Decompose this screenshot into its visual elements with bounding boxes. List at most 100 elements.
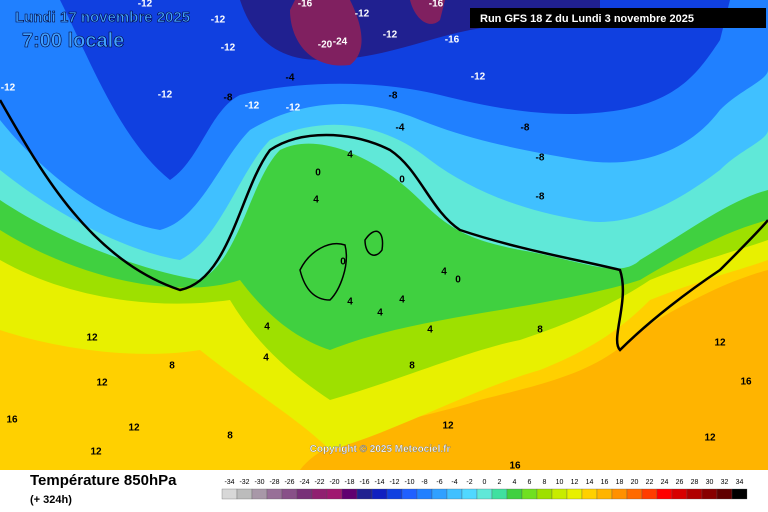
isotherm-label: -24 [333, 37, 348, 48]
isotherm-label: 4 [377, 308, 383, 319]
isotherm-label: 8 [537, 325, 543, 336]
legend-tick-label: -6 [436, 479, 442, 486]
legend-tick-label: 6 [528, 479, 532, 486]
isotherm-label: 12 [714, 338, 726, 349]
legend-tick-label: 16 [601, 479, 609, 486]
date: Lundi 17 novembre 2025 [15, 9, 190, 26]
isotherm-label: -8 [521, 123, 530, 134]
legend-tick-label: 22 [646, 479, 654, 486]
legend-swatch [656, 488, 673, 500]
legend-swatch [551, 488, 568, 500]
legend-tick-label: 0 [483, 479, 487, 486]
copyright: Copyright © 2025 Meteociel.fr [310, 444, 451, 455]
legend-swatch [386, 488, 403, 500]
legend-tick-label: 32 [721, 479, 729, 486]
isotherm-label: 4 [427, 325, 433, 336]
isotherm-label: -8 [224, 93, 233, 104]
isotherm-label: 8 [169, 361, 175, 372]
isotherm-label: 4 [263, 353, 269, 364]
temp-field-neg20 [290, 0, 445, 66]
isotherm-label: 0 [340, 257, 346, 268]
isotherm-label: -12 [221, 43, 236, 54]
legend-swatch [701, 488, 718, 500]
legend-tick-label: -28 [269, 479, 279, 486]
legend-tick-label: 14 [586, 479, 594, 486]
isotherm-label: -12 [1, 83, 16, 94]
isotherm-label: 12 [86, 333, 98, 344]
legend-tick-label: 2 [498, 479, 502, 486]
isotherm-label: 12 [96, 378, 108, 389]
legend-swatch [581, 488, 598, 500]
legend-swatch [716, 488, 733, 500]
isotherm-label: -12 [471, 72, 486, 83]
legend-tick-label: -32 [239, 479, 249, 486]
isotherm-label: -4 [286, 73, 295, 84]
isotherm-label: -12 [286, 103, 301, 114]
legend-tick-label: -26 [284, 479, 294, 486]
isotherm-label: -8 [536, 153, 545, 164]
legend-swatch [236, 488, 253, 500]
legend-swatch [431, 488, 448, 500]
legend-swatch [326, 488, 343, 500]
legend-swatch [416, 488, 433, 500]
legend-swatch [311, 488, 328, 500]
legend-tick-label: 10 [556, 479, 564, 486]
zero-isotherm [0, 99, 768, 352]
legend-tick-label: 30 [706, 479, 714, 486]
legend-swatch [221, 488, 238, 500]
legend-swatch [521, 488, 538, 500]
run-box [470, 8, 766, 28]
legend-swatch [596, 488, 613, 500]
lead-time: (+ 324h) [30, 494, 72, 506]
isotherm-label: 8 [409, 361, 415, 372]
isotherm-label: -12 [383, 30, 398, 41]
legend-swatch [341, 488, 358, 500]
coastline [299, 230, 384, 301]
legend-tick-label: 18 [616, 479, 624, 486]
isotherm-label: 12 [704, 433, 716, 444]
isotherm-label: 4 [399, 295, 405, 306]
legend-tick-label: 24 [661, 479, 669, 486]
isotherm-labels: -12 -12 -12 -16 -12 -16 -20 -24 -12 -16 -12 -4 -8 -12… [1, 0, 752, 472]
isotherm-label: 16 [740, 377, 752, 388]
legend-tick-label: -18 [344, 479, 354, 486]
color-legend: -34 -32 -30 -28 -26 -24 -22 -20 -18 -16 -14 -12 -10-… [221, 479, 748, 500]
legend-tick-label: -8 [421, 479, 427, 486]
legend-swatch [611, 488, 628, 500]
isotherm-label: 4 [347, 150, 353, 161]
legend-swatch [686, 488, 703, 500]
isotherm-label: -16 [429, 0, 444, 10]
legend-tick-label: -4 [451, 479, 457, 486]
legend-tick-label: -2 [466, 479, 472, 486]
isotherm-label: 12 [90, 447, 102, 458]
legend-tick-label: 20 [631, 479, 639, 486]
isotherm-label: 12 [442, 421, 454, 432]
isotherm-label: 0 [315, 168, 321, 179]
isotherm-label: -4 [396, 123, 405, 134]
legend-tick-label: -24 [299, 479, 309, 486]
map: -12 -12 -12 -16 -12 -16 -20 -24 -12 -16 -12 -4 -8 -12… [0, 0, 768, 472]
legend-tick-label: -10 [404, 479, 414, 486]
run-info: Run GFS 18 Z du Lundi 3 novembre 2025 [480, 13, 694, 25]
legend-swatch [626, 488, 643, 500]
isotherm-label: 8 [227, 431, 233, 442]
isotherm-label: -12 [245, 101, 260, 112]
isotherm-label: 16 [509, 461, 521, 472]
legend-tick-label: -14 [374, 479, 384, 486]
legend-swatch [671, 488, 688, 500]
legend-swatch [461, 488, 478, 500]
legend-tick-label: -30 [254, 479, 264, 486]
isotherm-label: 0 [455, 275, 461, 286]
legend-tick-label: 26 [676, 479, 684, 486]
isotherm-label: 4 [347, 297, 353, 308]
footer-title: Température 850hPa [30, 472, 177, 489]
legend-swatch [266, 488, 283, 500]
legend-swatch [506, 488, 523, 500]
isotherm-label: 4 [313, 195, 319, 206]
isotherm-label: -12 [211, 15, 226, 26]
legend-tick-label: -22 [314, 479, 324, 486]
legend-tick-label: -20 [329, 479, 339, 486]
isotherm-label: 0 [399, 175, 405, 186]
legend-swatch [401, 488, 418, 500]
isotherm-label: -8 [389, 91, 398, 102]
